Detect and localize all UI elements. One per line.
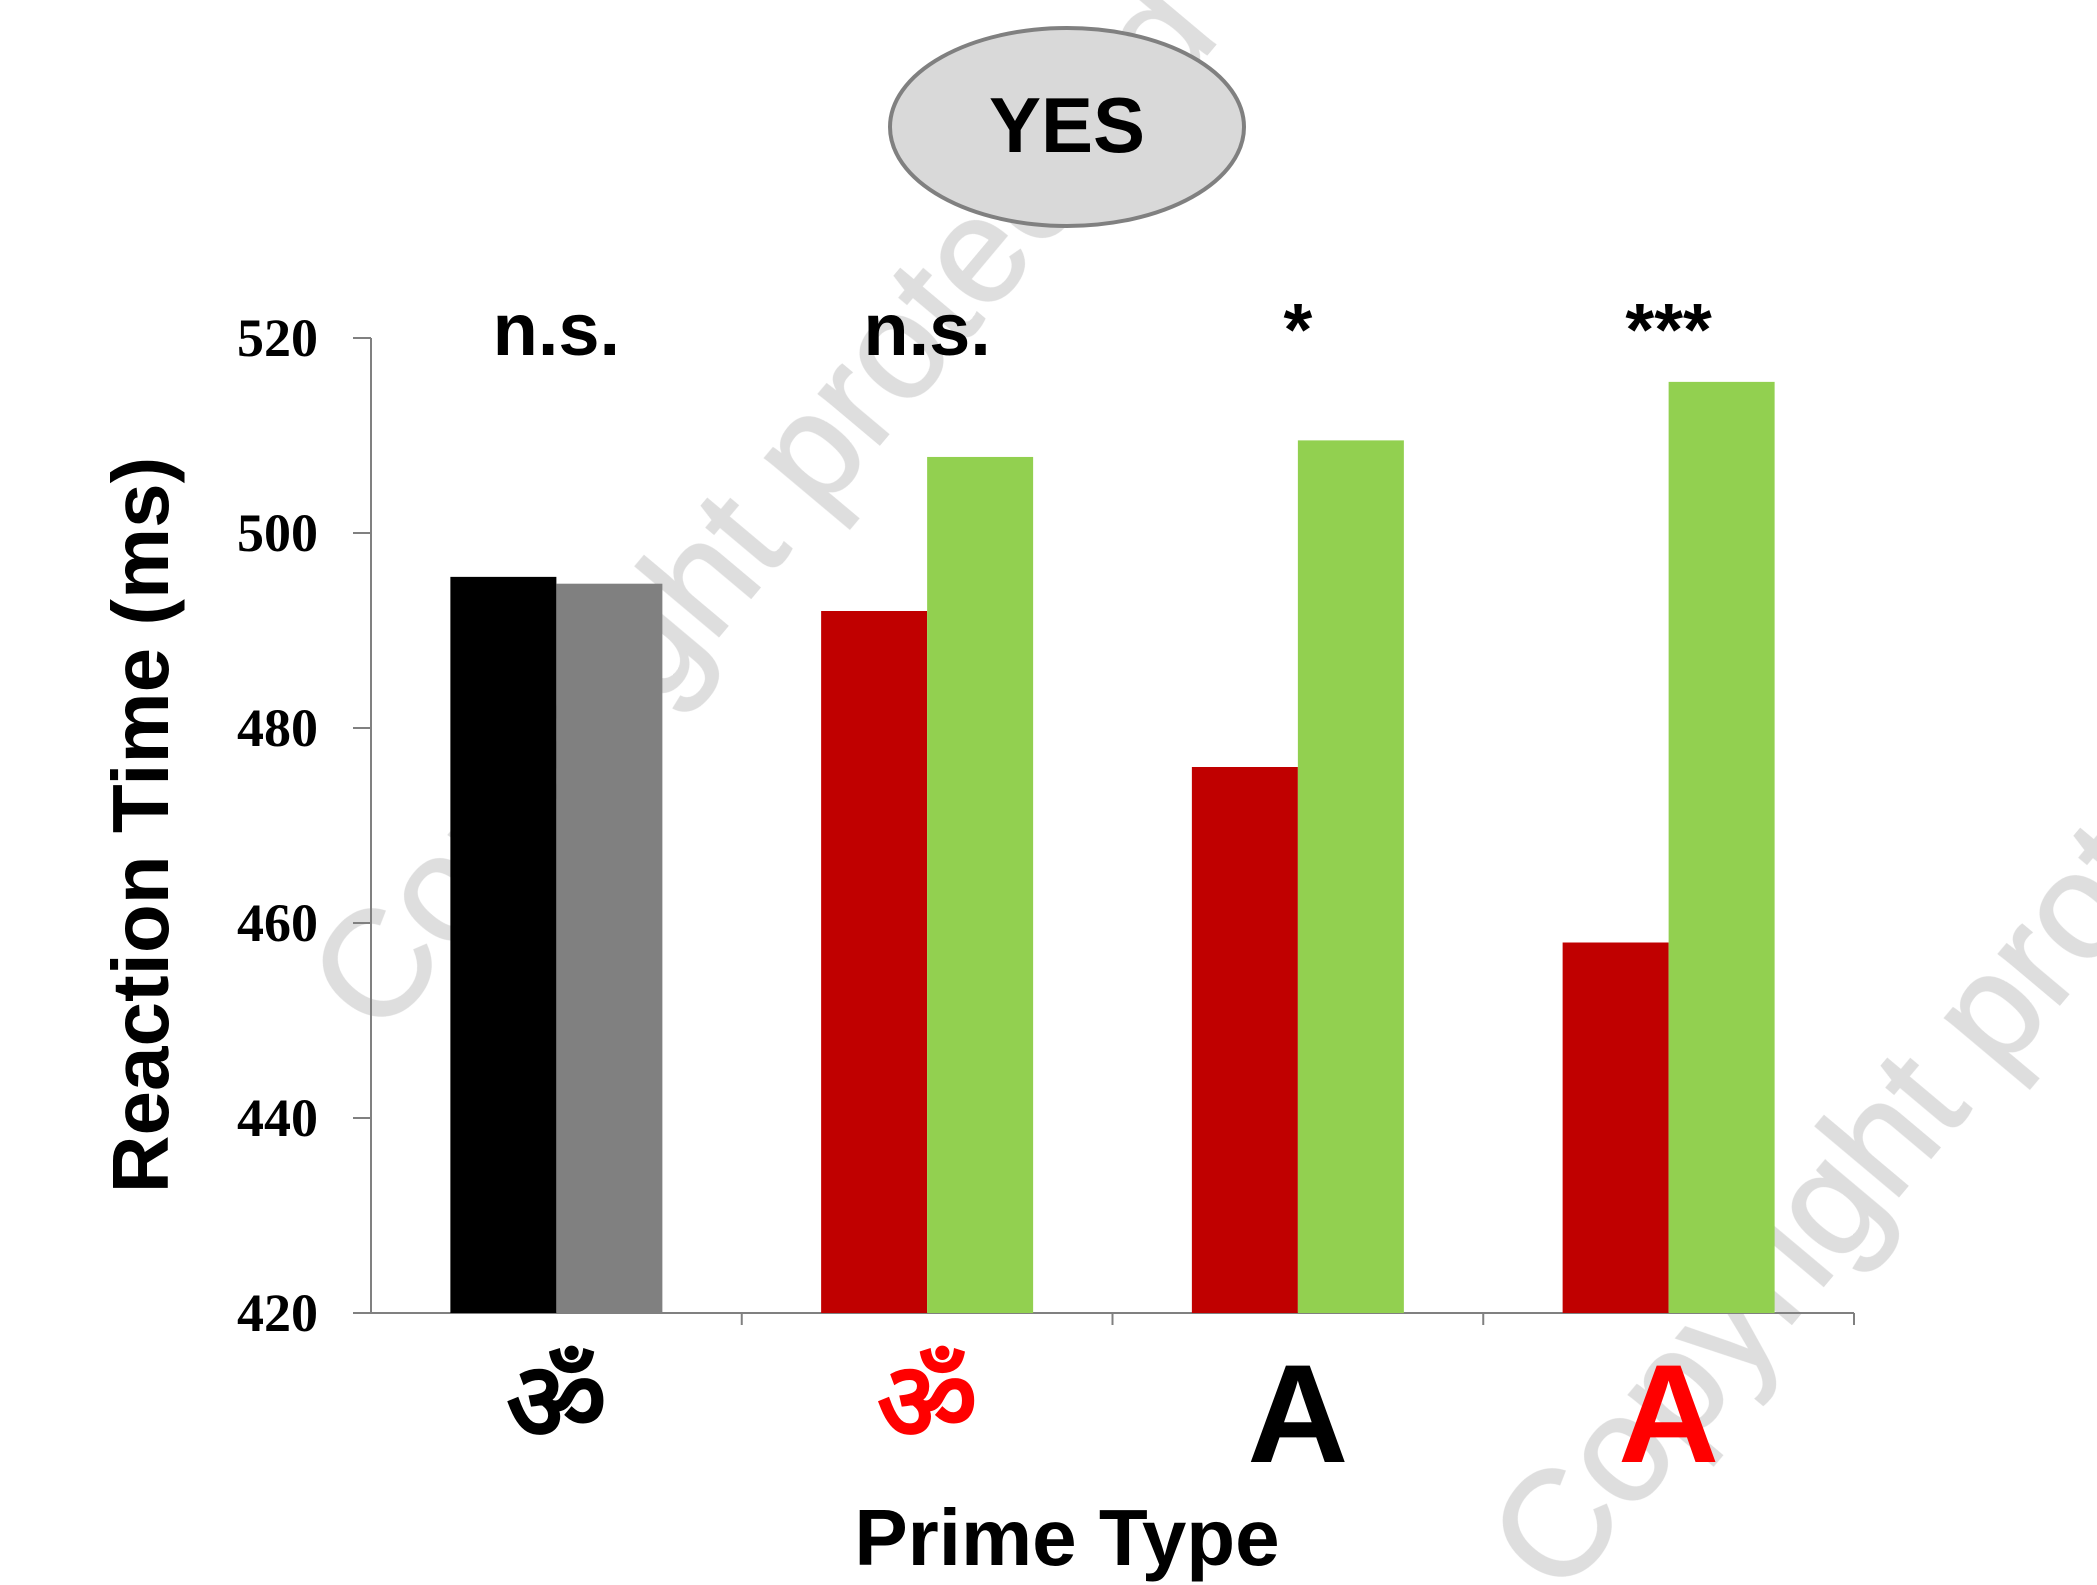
prime-type-label: A bbox=[1247, 1335, 1348, 1492]
significance-label: *** bbox=[1625, 288, 1712, 371]
bar-group-2-1 bbox=[821, 611, 928, 1313]
bar-group-1-1 bbox=[450, 576, 557, 1313]
significance-label: n.s. bbox=[493, 288, 620, 371]
significance-label: n.s. bbox=[863, 288, 990, 371]
yes-badge-label: YES bbox=[989, 81, 1145, 169]
y-tick-label: 520 bbox=[237, 308, 318, 368]
bar-group-2-2 bbox=[927, 456, 1034, 1313]
bar-group-4-2 bbox=[1668, 381, 1775, 1313]
bar-group-1-2 bbox=[556, 583, 663, 1313]
y-tick-label: 440 bbox=[237, 1088, 318, 1148]
y-tick-label: 480 bbox=[237, 698, 318, 758]
watermark-text-2: Copyright protected bbox=[1456, 510, 2097, 1585]
y-axis-title: Reaction Time (ms) bbox=[96, 457, 185, 1193]
bar-group-3-2 bbox=[1297, 440, 1404, 1313]
yes-badge-ellipse bbox=[888, 26, 1246, 228]
significance-label: * bbox=[1283, 288, 1312, 371]
y-tick-label: 420 bbox=[237, 1283, 318, 1343]
prime-type-label: ॐ bbox=[506, 1341, 606, 1464]
x-axis-title: Prime Type bbox=[854, 1493, 1279, 1582]
yes-badge: YES bbox=[888, 26, 1246, 228]
bars bbox=[450, 381, 1775, 1313]
y-tick-label: 460 bbox=[237, 893, 318, 953]
bar-group-4-1 bbox=[1562, 942, 1669, 1313]
y-axis-ticks: 420 440 460 480 500 520 bbox=[237, 308, 371, 1343]
prime-type-label: A bbox=[1618, 1335, 1719, 1492]
bar-group-3-1 bbox=[1191, 767, 1298, 1313]
y-tick-label: 500 bbox=[237, 503, 318, 563]
significance-labels: n.s. n.s. * *** bbox=[493, 288, 1712, 371]
prime-type-label: ॐ bbox=[877, 1341, 977, 1464]
x-axis-ticks bbox=[740, 1313, 1855, 1325]
